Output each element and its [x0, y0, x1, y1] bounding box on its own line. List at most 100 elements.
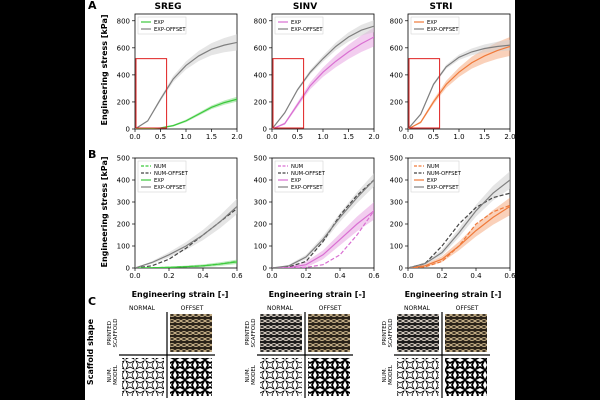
- y-axis-label-row-b: Engineering stress [kPa]: [100, 156, 109, 267]
- legend-label: NUM: [427, 164, 439, 170]
- col-header-offset: OFFSET: [319, 305, 342, 312]
- model-offset-image: [308, 358, 350, 396]
- y-tick-label: 400: [117, 71, 130, 79]
- model-normal-image: [397, 358, 439, 396]
- row-label: SCAFFOLD: [113, 318, 119, 347]
- col-header-offset: OFFSET: [181, 305, 204, 312]
- band-exp: [135, 96, 237, 129]
- x-tick-label: 0.2: [436, 272, 447, 280]
- x-tick-label: 0.6: [231, 272, 243, 280]
- x-tick-label: 0.5: [155, 133, 166, 141]
- y-tick-label: 200: [117, 98, 130, 106]
- x-tick-label: 1.5: [206, 133, 217, 141]
- series-exp: [135, 261, 237, 268]
- x-tick-label: 0.0: [129, 133, 140, 141]
- y-tick-label: 600: [254, 44, 267, 52]
- y-tick-label: 500: [117, 155, 130, 163]
- x-tick-label: 1.0: [453, 133, 464, 141]
- y-tick-label: 600: [117, 44, 130, 52]
- x-tick-label: 0.4: [334, 272, 346, 280]
- series-exp-offset: [272, 25, 374, 129]
- y-tick-label: 0: [126, 126, 130, 134]
- x-tick-label: 2.0: [368, 133, 379, 141]
- zoom-region-box: [408, 58, 441, 129]
- legend-label: NUM-OFFSET: [154, 171, 189, 177]
- y-tick-label: 500: [254, 155, 267, 163]
- x-tick-label: 0.0: [266, 133, 277, 141]
- y-tick-label: 0: [399, 126, 403, 134]
- legend-label: EXP-OFFSET: [427, 185, 459, 191]
- legend-label: EXP-OFFSET: [291, 27, 323, 33]
- chart-a-sinv: 0 200 400 600 800 0.0 0.5 1.0 1.5 2.0 EXPEXP-OFFSE…: [254, 13, 380, 141]
- y-tick-label: 400: [117, 177, 130, 185]
- legend-label: NUM-OFFSET: [427, 171, 462, 177]
- row-label: NUM.: [382, 367, 388, 382]
- series-exp-offset: [135, 41, 237, 129]
- row-label: NUM.: [245, 367, 251, 382]
- y-axis-label-row-a: Engineering stress [kPa]: [100, 14, 109, 125]
- y-tick-label: 100: [254, 243, 267, 251]
- y-tick-label: 100: [117, 243, 130, 251]
- x-tick-label: 0.0: [129, 272, 140, 280]
- zoom-region-box: [272, 58, 305, 129]
- x-tick-label: 0.5: [428, 133, 439, 141]
- legend-label: EXP-OFFSET: [154, 27, 186, 33]
- model-offset-image: [170, 358, 212, 396]
- legend-label: EXP: [427, 20, 437, 26]
- chart-b-stri: 0 100 200 300 400 500 0.0 0.2 0.4 0.6 NUMNUM-OFFSE…: [390, 155, 516, 281]
- y-tick-label: 200: [390, 221, 403, 229]
- printed-normal-image: [260, 314, 302, 352]
- row-label: NUM.: [107, 367, 113, 382]
- y-tick-label: 400: [254, 177, 267, 185]
- row-label: PRINTED: [245, 321, 251, 345]
- band-exp: [135, 259, 237, 268]
- y-tick-label: 0: [126, 265, 130, 273]
- x-tick-label: 0.6: [368, 272, 380, 280]
- series-exp: [408, 205, 510, 268]
- printed-offset-image: [308, 314, 350, 352]
- legend-label: EXP: [291, 178, 301, 184]
- chart-a-stri: 0 200 400 600 800 0.0 0.5 1.0 1.5 2.0 EXPEXP-OFFSE…: [390, 13, 516, 141]
- x-tick-label: 0.2: [300, 272, 311, 280]
- figure-panel: A B C SREG SINV STRI Engineering stress …: [85, 0, 516, 400]
- chart-b-sinv: 0 100 200 300 400 500 0.0 0.2 0.4 0.6 NUMNUM-OFFSE…: [254, 155, 380, 281]
- scaffold-group-sreg: NORMAL OFFSET PRINTED SCAFFOLD NUM. MODEL: [107, 305, 215, 398]
- x-tick-label: 1.0: [180, 133, 191, 141]
- col-header-normal: NORMAL: [267, 305, 294, 312]
- y-tick-label: 0: [263, 265, 267, 273]
- row-label: SCAFFOLD: [388, 318, 394, 347]
- y-tick-label: 300: [254, 199, 267, 207]
- y-tick-label: 200: [254, 221, 267, 229]
- y-tick-label: 0: [263, 126, 267, 134]
- series-exp-offset: [408, 44, 510, 129]
- zoom-region-box: [135, 58, 168, 129]
- legend-label: EXP-OFFSET: [427, 27, 459, 33]
- y-tick-label: 200: [117, 221, 130, 229]
- series-num-offset: [272, 179, 374, 268]
- legend-label: EXP: [154, 178, 164, 184]
- scaffold-shape-label: Scaffold shape: [86, 318, 95, 385]
- band-exp-offset: [272, 20, 374, 129]
- row-label: PRINTED: [107, 321, 113, 345]
- y-tick-label: 400: [390, 177, 403, 185]
- x-tick-label: 1.0: [317, 133, 328, 141]
- legend-label: NUM-OFFSET: [291, 171, 326, 177]
- column-title-sinv: SINV: [293, 2, 317, 12]
- x-tick-label: 0.4: [470, 272, 482, 280]
- y-tick-label: 800: [117, 17, 130, 25]
- y-tick-label: 800: [254, 17, 267, 25]
- y-tick-label: 200: [254, 98, 267, 106]
- x-tick-label: 2.0: [504, 133, 515, 141]
- chart-b-sreg: 0 100 200 300 400 500 0.0 0.2 0.4 0.6 NUMNUM-OFFSE…: [117, 155, 243, 281]
- x-axis-label-sinv: Engineering strain [-]: [269, 290, 366, 299]
- x-tick-label: 2.0: [231, 133, 242, 141]
- series-exp-offset: [408, 179, 510, 268]
- row-label: MODEL: [113, 364, 119, 385]
- band-exp: [408, 37, 510, 129]
- x-tick-label: 0.4: [197, 272, 209, 280]
- scaffold-group-sinv: NORMAL OFFSET PRINTED SCAFFOLD NUM. MODEL: [245, 305, 353, 398]
